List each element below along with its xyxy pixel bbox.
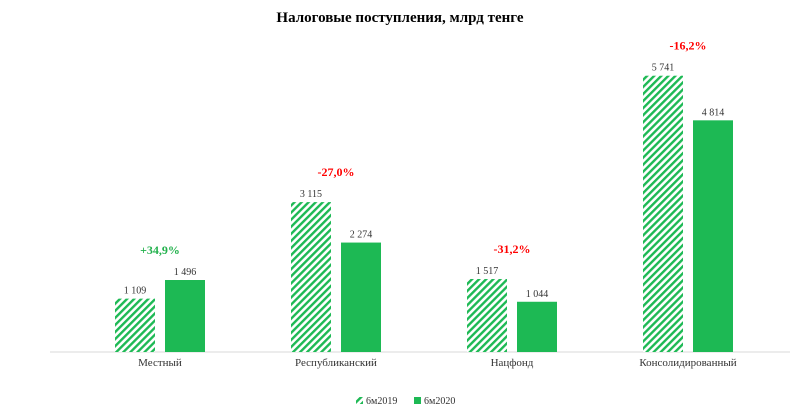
value-label: 1 109	[124, 286, 147, 297]
change-label: -16,2%	[670, 39, 707, 53]
value-label: 1 044	[526, 289, 549, 300]
value-label: 5 741	[652, 63, 675, 74]
value-label: 3 115	[300, 189, 322, 200]
change-label: -27,0%	[318, 165, 355, 179]
legend-swatch	[356, 397, 363, 404]
legend-label: 6м2020	[424, 396, 455, 407]
legend-swatch	[414, 397, 421, 404]
category-label: Местный	[138, 357, 182, 369]
value-label: 2 274	[350, 230, 373, 241]
change-label: -31,2%	[494, 242, 531, 256]
bar-6м2020-2	[517, 301, 557, 352]
bar-6м2020-1	[341, 242, 381, 352]
bar-6м2019-2	[467, 278, 507, 352]
bar-6м2020-3	[693, 120, 733, 352]
change-label: +34,9%	[140, 243, 180, 257]
value-label: 1 496	[174, 267, 197, 278]
bar-6м2019-1	[291, 202, 331, 352]
category-label: Республиканский	[295, 357, 377, 369]
category-label: Консолидированный	[639, 357, 736, 369]
bar-6м2020-0	[165, 280, 205, 352]
bar-6м2019-0	[115, 298, 155, 352]
value-label: 4 814	[702, 107, 725, 118]
legend-label: 6м2019	[366, 396, 397, 407]
category-label: Нацфонд	[491, 357, 534, 369]
chart-title: Налоговые поступления, млрд тенге	[276, 10, 523, 26]
value-label: 1 517	[476, 266, 499, 277]
bar-6м2019-3	[643, 75, 683, 352]
